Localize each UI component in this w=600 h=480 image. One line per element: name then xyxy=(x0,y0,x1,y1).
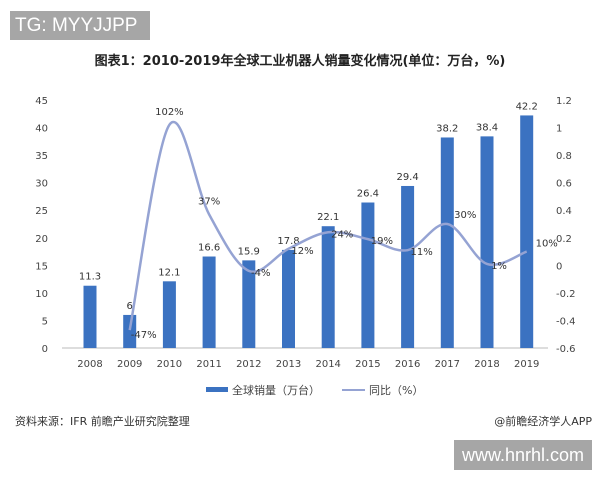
left-axis-tick: 10 xyxy=(35,289,48,300)
x-axis-tick: 2011 xyxy=(196,359,221,370)
watermark-bottom: www.hnrhl.com xyxy=(454,440,592,470)
bar xyxy=(242,260,256,348)
brand-note: @前瞻经济学人APP xyxy=(494,415,592,428)
watermark-top: TG: MYYJJPP xyxy=(10,11,150,40)
right-axis-tick: -0.6 xyxy=(556,344,576,355)
right-axis-tick: 0.6 xyxy=(556,179,572,190)
left-axis-tick: 45 xyxy=(35,96,48,107)
left-axis-tick: 5 xyxy=(42,316,48,327)
bar-label: 12.1 xyxy=(158,267,180,278)
bar-label: 26.4 xyxy=(357,189,379,200)
bar xyxy=(123,314,137,348)
line-label: -47% xyxy=(131,330,157,341)
bar xyxy=(321,226,335,348)
x-axis-tick: 2018 xyxy=(474,359,499,370)
bar-label: 17.8 xyxy=(277,236,299,247)
bar xyxy=(162,281,176,348)
bar-label: 42.2 xyxy=(516,101,538,112)
x-axis-tick: 2009 xyxy=(117,359,142,370)
left-axis-tick: 25 xyxy=(35,206,48,217)
bar-label: 38.4 xyxy=(476,122,498,133)
right-axis-tick: 0 xyxy=(556,261,562,272)
line-label: 11% xyxy=(410,247,432,258)
bar xyxy=(202,256,216,348)
right-axis-tick: 0.8 xyxy=(556,151,572,162)
x-axis-tick: 2010 xyxy=(157,359,182,370)
bar-label: 16.6 xyxy=(198,243,220,254)
right-axis-tick: -0.4 xyxy=(556,316,576,327)
right-axis-tick: -0.2 xyxy=(556,289,576,300)
x-axis-tick: 2008 xyxy=(77,359,102,370)
right-axis-tick: 0.4 xyxy=(556,206,572,217)
left-axis-tick: 30 xyxy=(35,179,48,190)
bar xyxy=(282,249,295,348)
line-label: 37% xyxy=(198,196,220,207)
chart-title: 图表1：2010-2019年全球工业机器人销量变化情况(单位：万台，%) xyxy=(94,54,506,69)
left-axis-tick: 35 xyxy=(35,151,48,162)
source-note: 资料来源：IFR 前瞻产业研究院整理 xyxy=(15,415,190,428)
line-label: 12% xyxy=(291,246,313,257)
left-axis-tick: 40 xyxy=(35,124,48,135)
right-axis-tick: 1.2 xyxy=(556,96,572,107)
right-axis-tick: 0.2 xyxy=(556,234,572,245)
left-axis-tick: 15 xyxy=(35,261,48,272)
x-axis-tick: 2013 xyxy=(276,359,301,370)
yoy-line xyxy=(128,120,528,331)
bar xyxy=(480,136,494,348)
left-axis-tick: 0 xyxy=(42,344,48,355)
bar-label: 29.4 xyxy=(396,172,418,183)
x-axis-tick: 2019 xyxy=(514,359,539,370)
line-label: 19% xyxy=(371,236,393,247)
line-label: 30% xyxy=(454,210,476,221)
bar-label: 6 xyxy=(127,301,133,312)
bar-label: 38.2 xyxy=(436,123,458,134)
right-axis-tick: 1 xyxy=(556,124,562,135)
x-axis-tick: 2015 xyxy=(355,359,380,370)
legend-bar-swatch xyxy=(206,387,228,392)
left-axis-tick: 20 xyxy=(35,234,48,245)
bar xyxy=(401,185,415,348)
bar xyxy=(520,115,534,348)
bar xyxy=(83,285,97,348)
line-label: -4% xyxy=(251,268,270,279)
bar-label: 22.1 xyxy=(317,212,339,223)
x-axis-tick: 2017 xyxy=(435,359,460,370)
bar xyxy=(361,202,375,348)
line-label: 10% xyxy=(536,239,558,250)
line-label: 24% xyxy=(331,229,353,240)
bar xyxy=(440,137,454,348)
legend-bar-label: 全球销量（万台） xyxy=(232,383,320,397)
x-axis-tick: 2014 xyxy=(315,359,340,370)
bar-label: 15.9 xyxy=(238,246,260,257)
line-label: 102% xyxy=(155,107,184,118)
line-label: 1% xyxy=(491,261,507,272)
x-axis-tick: 2016 xyxy=(395,359,420,370)
legend-line-label: 同比（%） xyxy=(369,384,423,397)
bar-label: 11.3 xyxy=(79,272,101,283)
x-axis-tick: 2012 xyxy=(236,359,261,370)
